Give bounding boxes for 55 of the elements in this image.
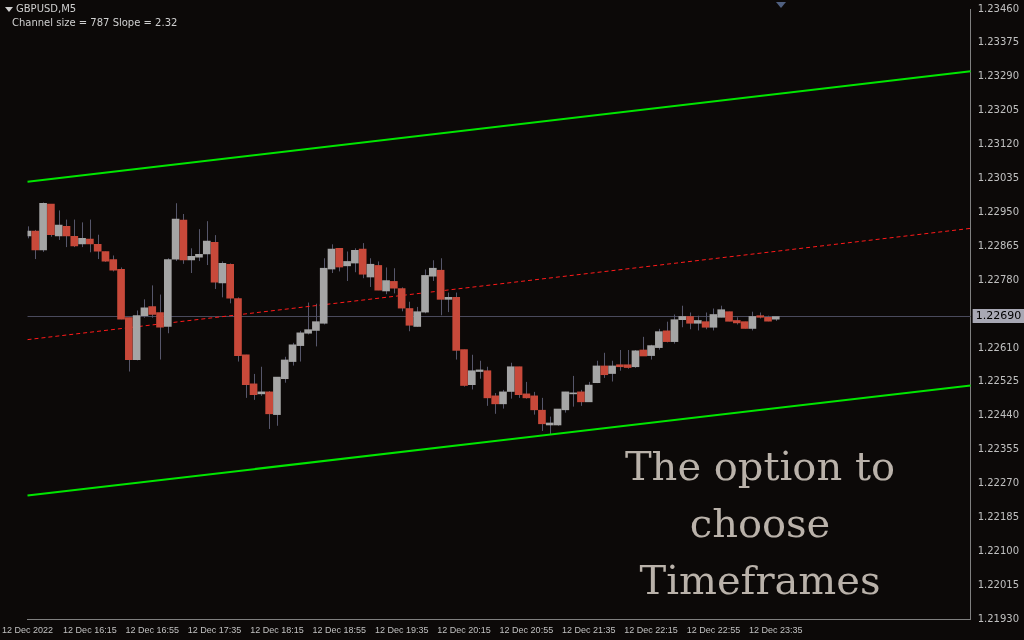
candlestick [444,292,453,313]
candlestick [62,219,71,248]
x-tick-label: 12 Dec 17:35 [187,625,242,636]
x-tick-label: 12 Dec 2022 [2,625,54,636]
x-tick-label: 12 Dec 22:15 [624,625,678,636]
candlestick [600,352,609,379]
y-tick-label: 1.23205 [977,104,1020,116]
candlestick [265,390,273,430]
chart-title: GBPUSD,M5 [16,3,77,14]
y-tick-label: 1.21930 [977,612,1020,624]
candlestick [218,260,227,298]
y-tick-label: 1.23120 [977,138,1020,150]
candlestick [86,219,94,253]
x-tick-label: 12 Dec 20:55 [499,625,554,636]
candlestick [538,397,546,432]
x-tick-label: 12 Dec 23:35 [749,625,803,636]
x-tick-label: 12 Dec 20:15 [437,625,491,636]
candlestick [584,381,593,403]
candlestick [54,209,63,241]
y-tick-label: 1.23035 [977,172,1020,184]
y-tick-label: 1.22100 [977,544,1020,556]
candlestick [31,229,40,260]
x-tick-label: 12 Dec 22:55 [686,625,741,636]
candlestick [499,389,507,410]
candlestick [382,266,390,295]
y-tick-label: 1.22525 [977,375,1020,387]
y-tick-label: 1.22610 [977,341,1020,353]
y-tick-label: 1.22185 [977,511,1020,523]
y-tick-label: 1.22440 [977,409,1020,421]
y-tick-label: 1.22015 [977,578,1020,590]
y-tick-label: 1.22780 [977,273,1020,285]
y-tick-label: 1.22865 [977,239,1020,251]
ref-line-label: 1.22690 [975,308,1022,322]
candlestick [202,220,211,266]
x-tick-label: 12 Dec 18:15 [250,625,304,636]
candlestick [70,219,79,248]
x-tick-label: 12 Dec 16:15 [63,625,117,636]
annotation: The option to choose Timeframes [623,442,897,605]
y-tick-label: 1.22270 [977,477,1020,489]
x-tick-label: 12 Dec 21:35 [561,625,616,636]
y-tick-label: 1.23460 [977,2,1020,14]
candlestick [608,360,616,382]
text: Channel size = 787 Slope = 2.32 [12,17,178,28]
candlestick [748,311,757,331]
x-tick-label: 12 Dec 19:35 [374,625,429,636]
x-tick-label: 12 Dec 18:55 [312,625,367,636]
candlestick [335,247,344,272]
candlestick [405,301,414,332]
y-tick-label: 1.23375 [977,36,1020,48]
x-tick-label: 12 Dec 16:55 [125,625,179,636]
y-tick-label: 1.22355 [977,443,1020,455]
candlestick [78,221,86,248]
candlestick [639,336,648,357]
y-tick-label: 1.22950 [977,205,1020,217]
y-tick-label: 1.23290 [977,70,1020,82]
